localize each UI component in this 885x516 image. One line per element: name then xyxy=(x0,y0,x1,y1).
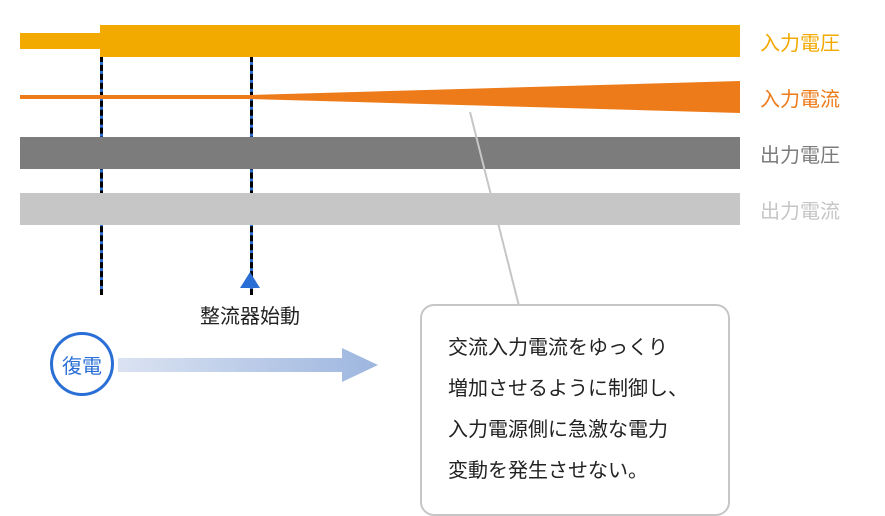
label-input-current: 入力電流 xyxy=(760,83,840,112)
callout-line: 増加させるように制御し、 xyxy=(448,369,702,410)
wedge-shape xyxy=(250,81,740,113)
rectifier-start-label: 整流器始動 xyxy=(200,300,300,329)
row-input-current: 入力電流 xyxy=(20,81,865,113)
callout-line: 変動を発生させない。 xyxy=(448,451,702,492)
bar-full xyxy=(20,137,740,169)
label-input-voltage: 入力電圧 xyxy=(760,27,840,56)
bar-container xyxy=(20,25,740,57)
arrow-right-icon xyxy=(118,348,378,382)
callout-line: 交流入力電流をゆっくり xyxy=(448,328,702,369)
bar-container xyxy=(20,137,740,169)
callout-box: 交流入力電流をゆっくり 増加させるように制御し、 入力電源側に急激な電力 変動を… xyxy=(420,304,730,516)
bar-container xyxy=(20,81,740,113)
bar-full xyxy=(20,193,740,225)
callout-tail xyxy=(440,112,560,322)
bar-container xyxy=(20,193,740,225)
bar-seg-thin xyxy=(20,95,250,99)
label-output-current: 出力電流 xyxy=(760,195,840,224)
bar-seg-full xyxy=(100,25,740,57)
triangle-up-icon xyxy=(240,272,260,288)
callout-line: 入力電源側に急激な電力 xyxy=(448,410,702,451)
bar-seg-thin xyxy=(20,33,100,49)
row-input-voltage: 入力電圧 xyxy=(20,25,865,57)
power-restore-circle: 復電 xyxy=(50,332,114,396)
label-output-voltage: 出力電圧 xyxy=(760,139,840,168)
